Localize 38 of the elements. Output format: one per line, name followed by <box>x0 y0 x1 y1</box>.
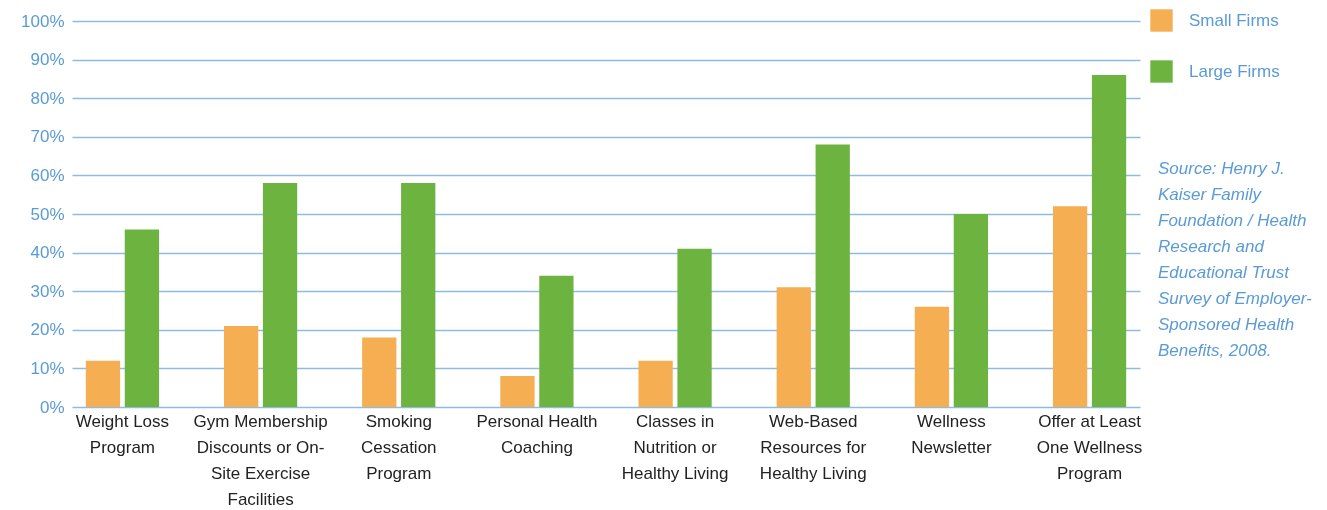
bar <box>362 337 397 407</box>
bar <box>953 214 989 407</box>
y-tick-label: 90% <box>30 50 65 70</box>
bar <box>677 248 712 407</box>
y-tick-label: 80% <box>30 88 65 108</box>
y-tick-label: 60% <box>30 165 65 185</box>
x-tick-label: Personal Health Coaching <box>476 411 598 457</box>
x-tick-label: Wellness Newsletter <box>911 411 992 457</box>
x-tick-label: Gym Membership Discounts or On-Site Exercise Facilities <box>193 411 328 509</box>
x-tick-label: Classes in Nutrition or Healthy Living <box>621 411 729 483</box>
y-tick-label: 100% <box>21 11 65 31</box>
y-tick-label: 20% <box>30 320 65 340</box>
legend-label: Small Firms <box>1189 10 1279 30</box>
source-note: Source: Henry J. Kaiser Family Foundation / Health Research and Educational Trust Survey of Employer-Sponsored Health Benefits, 2008. <box>1158 159 1313 360</box>
x-tick-label: Smoking Cessation Program <box>360 411 437 483</box>
bar <box>85 360 121 407</box>
y-tick-label: 0% <box>39 397 65 417</box>
bar <box>500 376 535 407</box>
bar <box>1052 206 1088 407</box>
bar <box>1091 75 1127 407</box>
x-tick-label: Web-Based Resources for Healthy Living <box>759 411 867 483</box>
y-tick-label: 70% <box>30 127 65 147</box>
bar <box>776 287 811 407</box>
legend-label: Large Firms <box>1189 61 1280 81</box>
y-tick-label: 10% <box>30 358 65 378</box>
bar <box>914 306 950 407</box>
bar <box>539 275 574 407</box>
y-tick-label: 40% <box>30 243 65 263</box>
bar <box>401 183 436 407</box>
x-tick-label: Offer at Least One Wellness Program <box>1036 411 1143 483</box>
bar <box>638 360 673 407</box>
bar <box>223 325 259 407</box>
y-tick-label: 50% <box>30 204 65 224</box>
bar <box>815 144 850 407</box>
bar <box>262 183 298 407</box>
x-tick-label: Weight Loss Program <box>75 411 170 457</box>
y-tick-label: 30% <box>30 281 65 301</box>
bar <box>124 229 160 407</box>
